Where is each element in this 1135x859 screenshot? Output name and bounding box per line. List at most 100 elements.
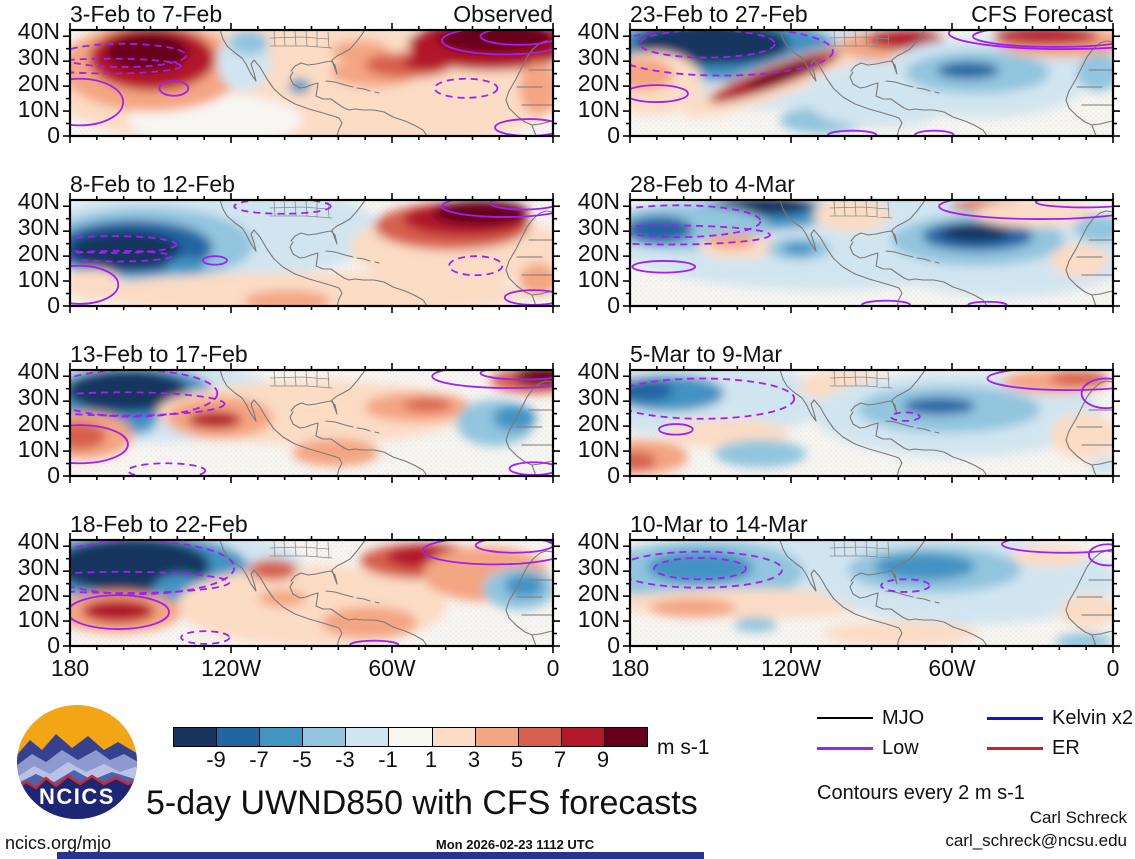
lat-label: 20N bbox=[577, 410, 620, 436]
lat-label: 40N bbox=[577, 188, 620, 214]
lat-label: 30N bbox=[17, 384, 60, 410]
colorbar-segment bbox=[474, 728, 518, 746]
panel-obs-2: 8-Feb to 12-Feb 40N 30N 20N 10N 0 bbox=[18, 171, 560, 318]
lat-label: 40N bbox=[17, 18, 60, 44]
colorbar-tick-label: -7 bbox=[249, 747, 269, 772]
legend-item-kelvin-x2: Kelvin x2 bbox=[987, 707, 1133, 729]
lon-label: 180 bbox=[50, 655, 90, 681]
lat-label: 10N bbox=[577, 266, 620, 292]
legend-label: MJO bbox=[882, 706, 925, 729]
anomaly-map bbox=[623, 193, 1120, 313]
lat-label: 20N bbox=[577, 580, 620, 606]
lat-label: 0 bbox=[47, 632, 60, 658]
lat-label: 10N bbox=[17, 266, 60, 292]
anomaly-map bbox=[63, 533, 560, 653]
legend-label: ER bbox=[1052, 736, 1080, 759]
legend-item-er: ER bbox=[987, 737, 1080, 759]
anomaly-map bbox=[623, 533, 1120, 653]
panel-obs-4: 18-Feb to 22-Feb 40N 30N 20N 10N 0 bbox=[18, 511, 560, 658]
panel-fcst-4: 10-Mar to 14-Mar 40N 30N 20N 10N 0 bbox=[578, 511, 1120, 658]
lat-label: 10N bbox=[577, 436, 620, 462]
lon-axis-labels-left: 180 120W 60W 0 bbox=[51, 655, 560, 683]
timestamp: Mon 2026-02-23 1112 UTC bbox=[435, 837, 595, 852]
ncics-logo-text: NCICS bbox=[39, 784, 115, 809]
lat-label: 10N bbox=[17, 436, 60, 462]
ncics-logo: NCICS bbox=[17, 705, 137, 819]
bottom-bar bbox=[57, 852, 704, 859]
lon-label: 60W bbox=[368, 655, 416, 681]
site-url: ncics.org/mjo bbox=[5, 833, 112, 853]
lat-label: 30N bbox=[577, 554, 620, 580]
lat-label: 0 bbox=[47, 292, 60, 318]
lat-label: 0 bbox=[47, 462, 60, 488]
lat-label: 0 bbox=[47, 122, 60, 148]
lat-label: 40N bbox=[577, 18, 620, 44]
column-header-observed: Observed bbox=[453, 1, 553, 27]
anomaly-map bbox=[63, 193, 560, 313]
lat-label: 30N bbox=[17, 554, 60, 580]
colorbar-units: m s-1 bbox=[657, 736, 710, 759]
credit-email: carl_schreck@ncsu.edu bbox=[945, 831, 1127, 850]
legend-line bbox=[987, 716, 1043, 720]
colorbar-tick-label: -1 bbox=[378, 747, 398, 772]
lat-label: 20N bbox=[577, 70, 620, 96]
figure-title: 5-day UWND850 with CFS forecasts bbox=[146, 784, 698, 822]
credit-name: Carl Schreck bbox=[1029, 808, 1127, 827]
anomaly-map bbox=[63, 23, 560, 143]
lat-label: 10N bbox=[577, 96, 620, 122]
panel-title: 28-Feb to 4-Mar bbox=[630, 171, 795, 197]
lat-label: 20N bbox=[17, 70, 60, 96]
lat-label: 30N bbox=[17, 214, 60, 240]
lat-label: 40N bbox=[17, 358, 60, 384]
lon-label: 0 bbox=[1106, 655, 1120, 681]
lon-label: 120W bbox=[200, 655, 262, 681]
colorbar-tick-label: 3 bbox=[467, 747, 481, 772]
lon-label: 180 bbox=[610, 655, 650, 681]
lat-label: 20N bbox=[17, 240, 60, 266]
legend-line bbox=[817, 717, 873, 719]
colorbar-segment bbox=[517, 728, 561, 746]
column-header-cfs-forecast: CFS Forecast bbox=[971, 1, 1113, 27]
lat-label: 40N bbox=[577, 358, 620, 384]
colorbar-tick-label: 5 bbox=[510, 747, 524, 772]
lat-label: 30N bbox=[577, 214, 620, 240]
lat-label: 0 bbox=[607, 632, 620, 658]
colorbar-tick-label: 1 bbox=[424, 747, 438, 772]
anomaly-map bbox=[623, 363, 1120, 483]
panel-title: 13-Feb to 17-Feb bbox=[70, 341, 248, 367]
lat-label: 40N bbox=[577, 528, 620, 554]
lat-label: 0 bbox=[607, 462, 620, 488]
lon-label: 0 bbox=[546, 655, 560, 681]
panel-title: 8-Feb to 12-Feb bbox=[70, 171, 235, 197]
colorbar-segment bbox=[259, 728, 303, 746]
lat-label: 10N bbox=[17, 96, 60, 122]
lat-label: 40N bbox=[17, 188, 60, 214]
lat-label: 10N bbox=[17, 606, 60, 632]
colorbar-tick-label: -5 bbox=[292, 747, 312, 772]
legend-label: Kelvin x2 bbox=[1052, 706, 1134, 729]
colorbar-segment bbox=[345, 728, 389, 746]
panel-fcst-1: 23-Feb to 27-Feb CFS Forecast 40N 30N 20N 1… bbox=[578, 1, 1120, 148]
legend-label: Low bbox=[882, 736, 919, 759]
panel-title: 10-Mar to 14-Mar bbox=[630, 511, 808, 537]
lat-label: 20N bbox=[577, 240, 620, 266]
panel-title: 3-Feb to 7-Feb bbox=[70, 1, 223, 27]
contour-note: Contours every 2 m s-1 bbox=[817, 782, 1025, 804]
lat-label: 30N bbox=[577, 44, 620, 70]
panel-obs-1: 3-Feb to 7-Feb Observed 40N 30N 20N 10N 0 bbox=[18, 1, 560, 148]
panel-fcst-2: 28-Feb to 4-Mar 40N 30N 20N 10N 0 bbox=[578, 171, 1120, 318]
colorbar bbox=[173, 727, 648, 747]
colorbar-segment bbox=[560, 728, 604, 746]
panel-title: 23-Feb to 27-Feb bbox=[630, 1, 808, 27]
lon-label: 120W bbox=[760, 655, 822, 681]
lat-label: 0 bbox=[607, 292, 620, 318]
lon-label: 60W bbox=[928, 655, 976, 681]
panel-obs-3: 13-Feb to 17-Feb 40N 30N 20N 10N 0 bbox=[18, 341, 560, 488]
anomaly-map bbox=[63, 363, 560, 483]
colorbar-tick-label: 7 bbox=[553, 747, 567, 772]
lat-label: 10N bbox=[577, 606, 620, 632]
colorbar-segment bbox=[302, 728, 346, 746]
lat-label: 20N bbox=[17, 580, 60, 606]
colorbar-segment bbox=[431, 728, 475, 746]
lat-label: 30N bbox=[17, 44, 60, 70]
